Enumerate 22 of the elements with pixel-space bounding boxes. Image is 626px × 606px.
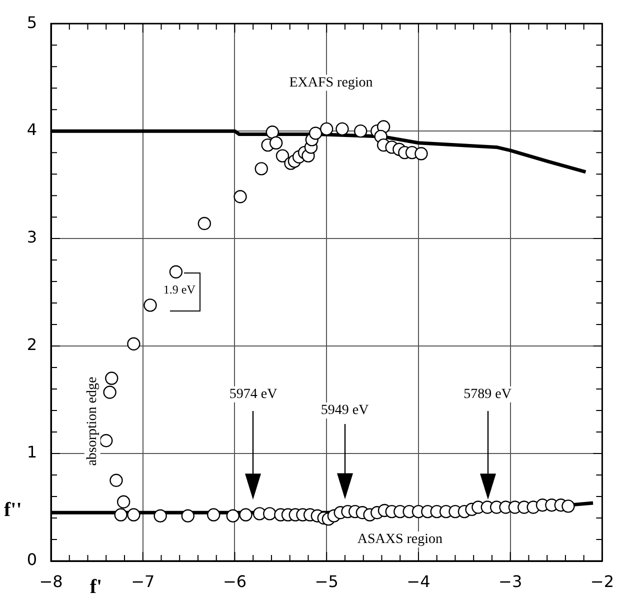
annotation: 5974 eV <box>229 387 278 402</box>
x-tick-label: −5 <box>314 572 338 591</box>
x-tick-label: −2 <box>590 572 614 591</box>
x-tick-label: −6 <box>222 572 247 591</box>
x-tick-label: −4 <box>406 572 430 591</box>
x-tick-label: −3 <box>498 572 522 591</box>
annotation: 5789 eV <box>464 387 512 402</box>
y-tick-label: 4 <box>26 120 37 140</box>
annotation: 5949 eV <box>320 403 369 418</box>
y-tick-label: 1 <box>26 442 37 462</box>
y-tick-label: 3 <box>26 228 37 247</box>
annotation: EXAFS region <box>289 75 373 90</box>
x-tick-label: −7 <box>131 572 155 591</box>
annotation: 1.9 eV <box>163 282 196 296</box>
annotation: absorption edge <box>85 376 100 466</box>
y-tick-label: 0 <box>26 550 37 570</box>
x-tick-label: −8 <box>39 572 63 591</box>
y-tick-label: 2 <box>26 335 37 354</box>
x-axis-title: f' <box>90 576 102 598</box>
y-axis-title: f'' <box>4 499 22 522</box>
annotation: ASAXS region <box>357 532 442 548</box>
y-tick-label: 5 <box>26 12 37 32</box>
